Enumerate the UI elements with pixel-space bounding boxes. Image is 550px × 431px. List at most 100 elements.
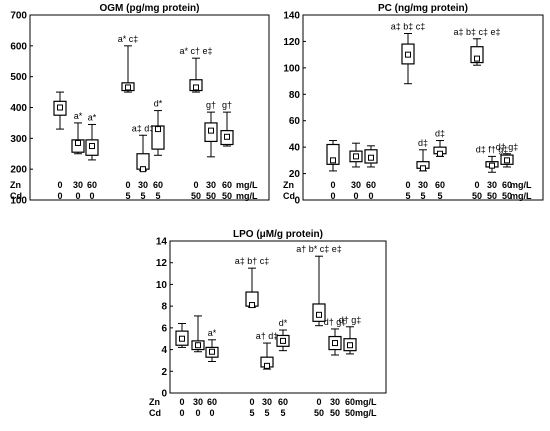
mean-marker	[347, 342, 353, 349]
mean-marker	[224, 133, 230, 140]
mean-marker	[57, 104, 63, 111]
ogm-cond-value: 5	[140, 191, 145, 201]
lpo-annotation: a† d‡	[256, 331, 279, 341]
lpo-box-0	[175, 323, 189, 348]
ogm-box-2	[85, 123, 99, 161]
ogm-annotation: a*	[88, 112, 97, 122]
lpo-cond-value: 60	[207, 397, 217, 407]
lpo-cond-value: 0	[249, 397, 254, 407]
lpo-box-5	[276, 329, 290, 352]
pc-ytick-label: 40	[289, 143, 301, 154]
lpo-cond-value: 5	[249, 408, 254, 418]
mean-marker	[208, 127, 214, 134]
lpo-cond-value: 0	[179, 408, 184, 418]
lpo-cond-value: 50	[345, 408, 355, 418]
pc-cond-value: 0	[353, 191, 358, 201]
ogm-cond-value: 60	[87, 180, 97, 190]
lpo-cond-name: Zn	[149, 397, 160, 407]
pc-cond-value: 0	[405, 180, 410, 190]
pc-box-5	[433, 140, 447, 157]
ogm-box-4	[136, 134, 150, 173]
pc-cond-value: 30	[351, 180, 361, 190]
mean-marker	[316, 311, 322, 318]
lpo-cond-unit: mg/L	[355, 408, 377, 418]
pc-annotation: a‡ b‡ c‡	[391, 22, 426, 32]
ogm-cond-value: 0	[57, 191, 62, 201]
pc-ytick-label: 60	[289, 116, 301, 127]
lpo-annotation: d† g‡	[339, 315, 362, 325]
lpo-box-7	[328, 328, 342, 356]
lpo-ytick-label: 2	[161, 367, 167, 378]
pc-box-4	[416, 149, 430, 172]
lpo-ytick-label: 10	[156, 280, 168, 291]
ogm-ytick-label: 200	[10, 165, 27, 176]
mean-marker	[89, 143, 95, 150]
mean-marker	[368, 154, 374, 161]
ogm-cond-value: 30	[206, 180, 216, 190]
pc-cond-value: 5	[405, 191, 410, 201]
pc-ytick-label: 140	[283, 11, 300, 22]
mean-marker	[140, 166, 146, 173]
mean-marker	[264, 362, 270, 369]
pc-cond-value: 5	[420, 191, 425, 201]
pc-box-1	[349, 142, 363, 168]
lpo-title: LPO (μM/g protein)	[233, 229, 323, 240]
ogm-cond-value: 50	[222, 191, 232, 201]
lpo-cond-value: 0	[195, 408, 200, 418]
lpo-ytick-label: 14	[156, 237, 168, 248]
pc-annotation: d‡	[435, 129, 445, 139]
ogm-cond-value: 50	[206, 191, 216, 201]
lpo-plot-frame	[169, 240, 387, 394]
ogm-annotation: a*	[74, 111, 83, 121]
lpo-cond-value: 0	[316, 397, 321, 407]
lpo-cond-value: 5	[280, 408, 285, 418]
ogm-cond-value: 0	[89, 191, 94, 201]
ogm-cond-value: 60	[222, 180, 232, 190]
pc-cond-value: 30	[418, 180, 428, 190]
ogm-box-0	[53, 91, 67, 130]
pc-ytick-label: 20	[289, 169, 301, 180]
lpo-annotation: a*	[208, 328, 217, 338]
lpo-cond-value: 50	[314, 408, 324, 418]
mean-marker	[437, 150, 443, 157]
pc-box-7	[485, 155, 499, 173]
ogm-annotation: d*	[154, 99, 163, 109]
ogm-cond-value: 30	[138, 180, 148, 190]
ogm-box-3	[121, 45, 135, 93]
ogm-ytick-label: 500	[10, 72, 27, 83]
lpo-ytick-label: 12	[156, 258, 168, 269]
ogm-cond-value: 5	[155, 191, 160, 201]
ogm-annotation: a‡ d‡	[132, 123, 155, 133]
ogm-cond-name: Zn	[10, 180, 21, 190]
pc-ytick-label: 0	[294, 196, 300, 207]
lpo-annotation: d*	[279, 318, 288, 328]
pc-box-8	[500, 153, 514, 168]
mean-marker	[489, 162, 495, 169]
lpo-box-3	[245, 267, 259, 309]
lpo-annotation: a‡ b† c‡	[235, 256, 270, 266]
pc-annotation: a‡ b‡ c‡ e‡	[453, 27, 500, 37]
lpo-cond-value: 30	[330, 397, 340, 407]
ogm-box-7	[204, 111, 218, 158]
pc-ytick-label: 120	[283, 37, 300, 48]
lpo-box-6	[312, 255, 326, 327]
pc-box-3	[401, 33, 415, 85]
lpo-box-8	[343, 326, 357, 355]
pc-cond-value: 50	[502, 191, 512, 201]
lpo-cond-value: 0	[179, 397, 184, 407]
mean-marker	[474, 55, 480, 62]
ogm-cond-value: 60	[153, 180, 163, 190]
lpo-cond-value: 30	[193, 397, 203, 407]
mean-marker	[405, 51, 411, 58]
mean-marker	[280, 337, 286, 344]
ogm-cond-unit: mg/L	[236, 191, 258, 201]
ogm-box-5	[151, 110, 165, 156]
lpo-cond-name: Cd	[149, 408, 161, 418]
ogm-ytick-label: 700	[10, 11, 27, 22]
lpo-cond-value: 0	[209, 408, 214, 418]
lpo-cond-value: 60	[345, 397, 355, 407]
mean-marker	[249, 302, 255, 309]
mean-marker	[195, 342, 201, 349]
ogm-box-1	[71, 122, 85, 155]
